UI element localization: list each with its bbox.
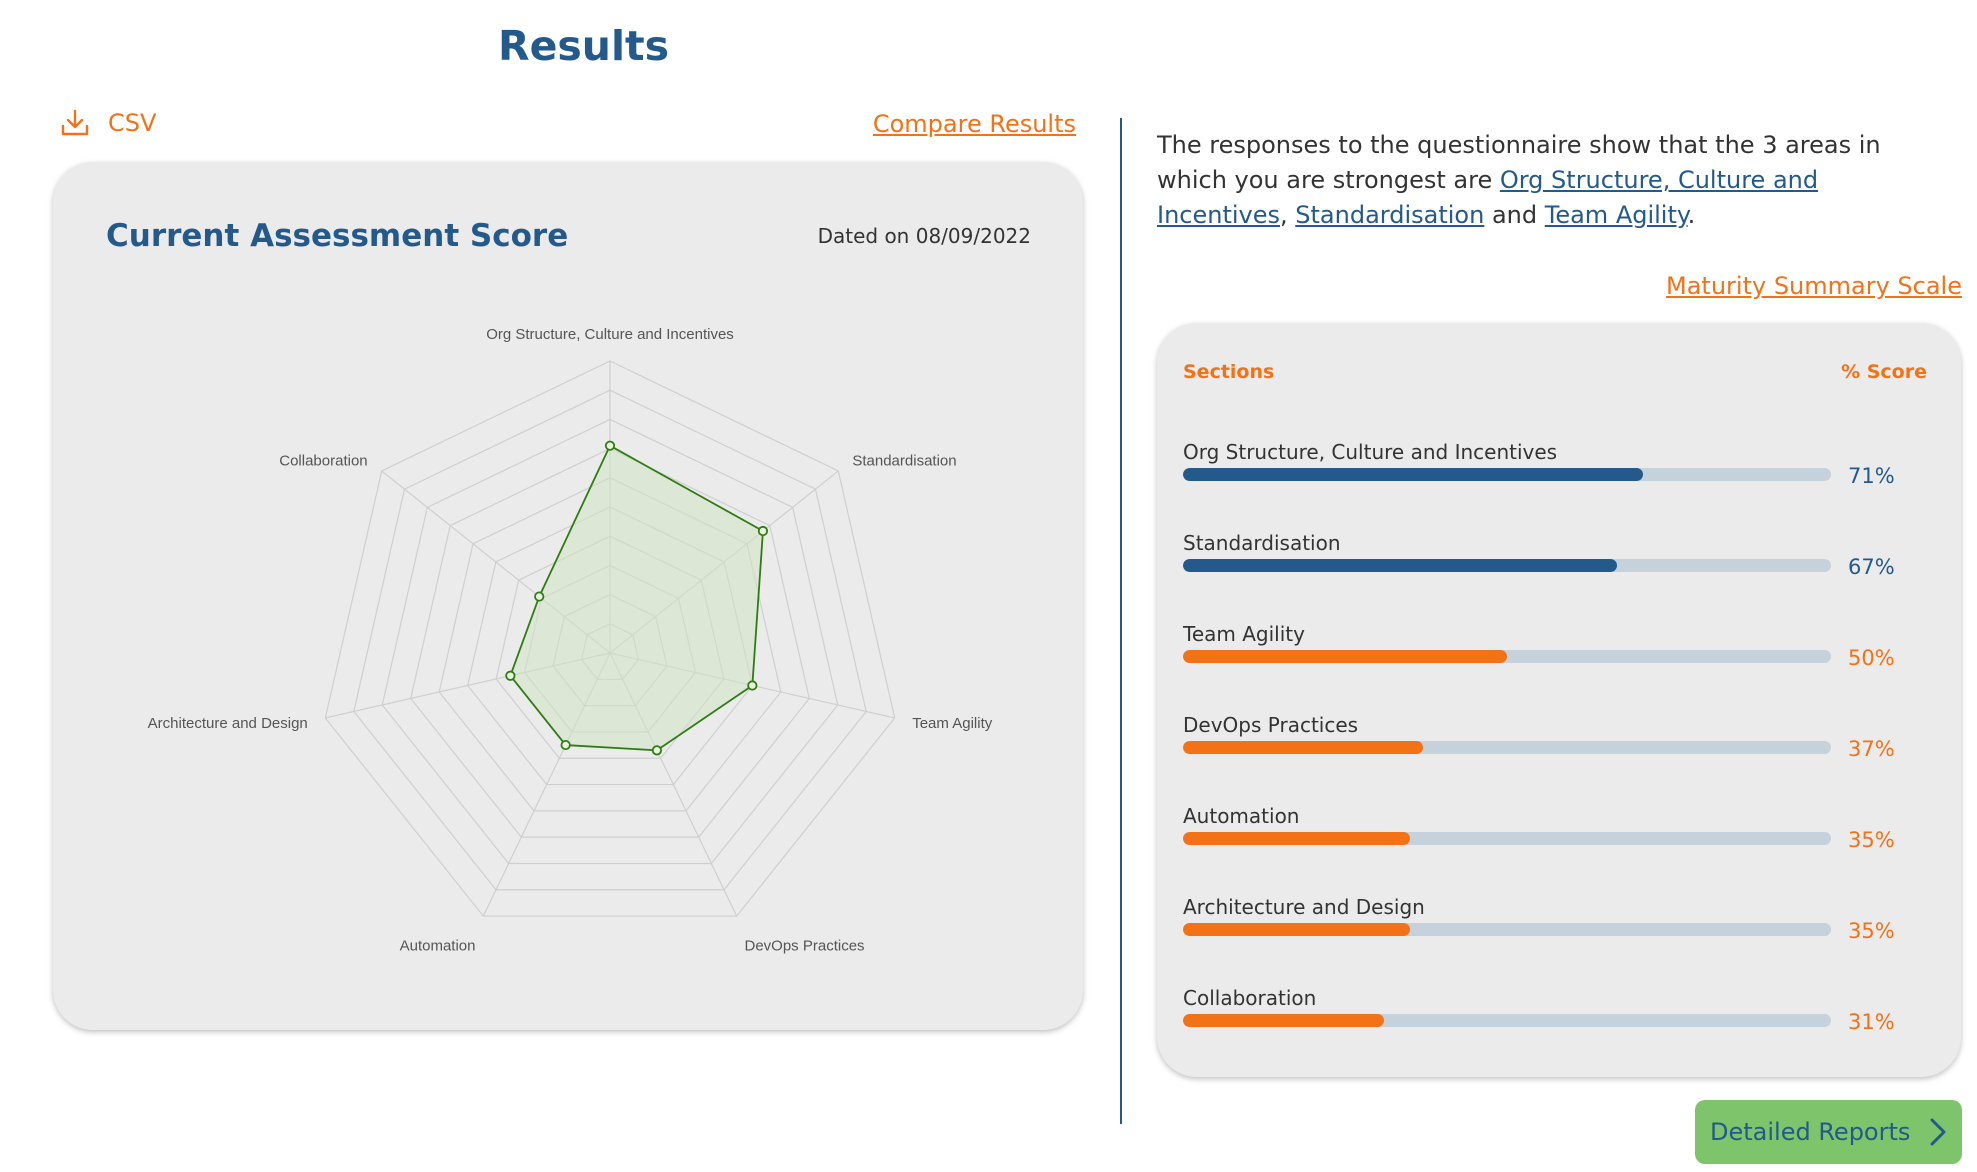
score-bar-fill <box>1183 1014 1384 1027</box>
score-bar-track <box>1183 1014 1831 1027</box>
radar-data-point <box>757 525 769 537</box>
radar-axis-label: Automation <box>400 937 476 954</box>
score-row-label: Org Structure, Culture and Incentives <box>1183 440 1558 464</box>
detailed-reports-label: Detailed Reports <box>1710 1118 1911 1146</box>
score-row-label: Standardisation <box>1183 531 1341 555</box>
radar-data-point <box>651 745 662 756</box>
csv-download-button[interactable]: CSV <box>60 108 156 138</box>
radar-axis-label: Standardisation <box>852 453 956 470</box>
radar-data-point <box>560 739 571 751</box>
score-percent: 31% <box>1848 1010 1895 1034</box>
score-bar-fill <box>1183 832 1410 845</box>
radar-data-point <box>505 670 516 681</box>
score-bar-track <box>1183 650 1831 663</box>
score-row: Team Agility 50% <box>1183 622 1927 682</box>
radar-axis-label: Collaboration <box>279 453 367 470</box>
score-bar-fill <box>1183 923 1410 936</box>
score-bar-fill <box>1183 559 1618 572</box>
score-row: Standardisation 67% <box>1183 531 1927 591</box>
radar-axis-label: DevOps Practices <box>745 937 865 954</box>
maturity-summary-scale-link[interactable]: Maturity Summary Scale <box>1666 272 1962 300</box>
score-bar-track <box>1183 923 1831 936</box>
strength-link-org-structure[interactable]: Org Structure, Culture and Incentives <box>1157 166 1819 229</box>
radar-data-point <box>747 680 758 691</box>
radar-grid-ring <box>410 447 810 838</box>
summary-separator: and <box>1484 201 1545 229</box>
radar-data-point <box>534 591 545 602</box>
score-percent: 35% <box>1848 919 1895 943</box>
score-bar-track <box>1183 468 1831 481</box>
score-row: Architecture and Design 35% <box>1183 895 1927 955</box>
radar-axis-label: Org Structure, Culture and Incentives <box>486 326 734 343</box>
score-header: % Score <box>1841 361 1927 383</box>
score-row-label: Collaboration <box>1183 986 1317 1010</box>
score-bar-fill <box>1183 468 1644 481</box>
score-row: Automation 35% <box>1183 804 1927 864</box>
radar-grid-ring <box>353 389 867 891</box>
assessment-card: Current Assessment Score Dated on 08/09/… <box>53 162 1083 1030</box>
assessment-title: Current Assessment Score <box>106 218 569 254</box>
score-bar-track <box>1183 559 1831 572</box>
summary-separator: , <box>1280 201 1296 229</box>
assessment-date: Dated on 08/09/2022 <box>817 224 1031 248</box>
strength-link-standardisation[interactable]: Standardisation <box>1295 201 1485 229</box>
compare-results-link[interactable]: Compare Results <box>872 110 1076 138</box>
score-row-label: DevOps Practices <box>1183 713 1359 737</box>
score-bar-track <box>1183 832 1831 845</box>
radar-axis-label: Architecture and Design <box>148 715 308 732</box>
sections-header: Sections <box>1183 361 1275 383</box>
download-icon <box>61 109 89 136</box>
radar-data-point <box>604 440 616 451</box>
detailed-reports-button[interactable]: Detailed Reports <box>1695 1100 1962 1164</box>
score-bar-track <box>1183 741 1831 754</box>
score-percent: 37% <box>1848 737 1895 761</box>
csv-label: CSV <box>108 109 157 137</box>
score-row: Org Structure, Culture and Incentives 71% <box>1183 440 1927 500</box>
score-percent: 35% <box>1848 828 1895 852</box>
chevron-right-icon <box>1930 1118 1946 1146</box>
score-percent: 50% <box>1848 646 1895 670</box>
score-row-label: Architecture and Design <box>1183 895 1425 919</box>
summary-text: The responses to the questionnaire show … <box>1157 128 1947 233</box>
score-row: Collaboration 31% <box>1183 986 1927 1046</box>
score-bar-fill <box>1183 741 1423 754</box>
radar-chart: Org Structure, Culture and Incentives Sta… <box>148 326 993 954</box>
page-title: Results <box>498 22 670 70</box>
score-row: DevOps Practices 37% <box>1183 713 1927 773</box>
strength-link-team-agility[interactable]: Team Agility <box>1544 201 1688 229</box>
summary-end: . <box>1687 201 1696 229</box>
score-percent: 71% <box>1848 464 1895 488</box>
score-percent: 67% <box>1848 555 1895 579</box>
score-bar-fill <box>1183 650 1507 663</box>
radar-grid-ring <box>381 418 839 865</box>
radar-series-area <box>509 444 764 752</box>
score-row-label: Automation <box>1183 804 1300 828</box>
score-row-label: Team Agility <box>1183 622 1305 646</box>
summary-intro: The responses to the questionnaire show … <box>1157 131 1881 194</box>
sections-score-card: Sections % Score Org Structure, Culture … <box>1157 323 1961 1077</box>
vertical-divider <box>1120 118 1122 1124</box>
radar-grid-ring <box>324 360 896 917</box>
radar-axis-label: Team Agility <box>912 715 993 732</box>
